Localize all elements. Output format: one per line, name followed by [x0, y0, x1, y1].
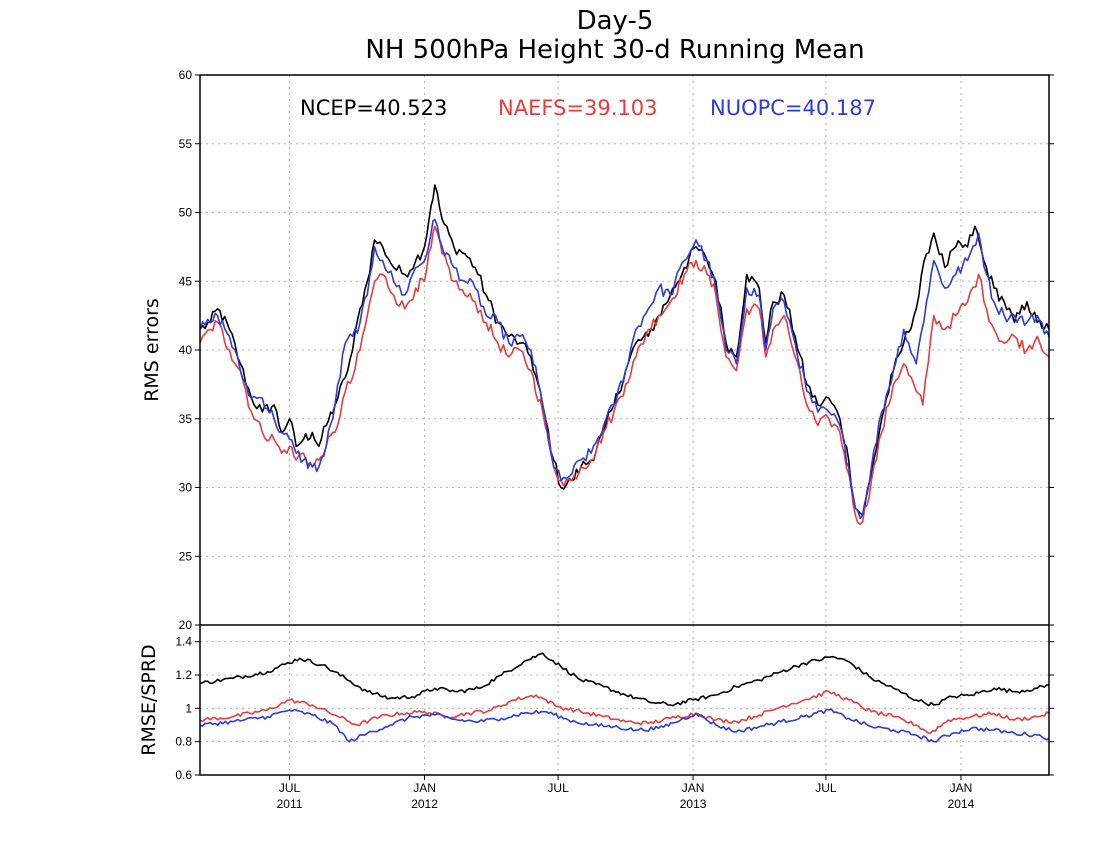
legend-entry-nuopc: NUOPC=40.187 — [710, 96, 876, 120]
ratio-y-tick-label: 1.4 — [175, 635, 192, 649]
x-tick-month: JUL — [815, 781, 837, 795]
ratio-series-lines — [199, 652, 1050, 743]
ratio-y-tick-label: 1.2 — [175, 668, 192, 682]
rms-y-tick-label: 45 — [179, 274, 193, 288]
rms-y-tick-label: 50 — [179, 206, 193, 220]
ratio-y-axis-label: RMSE/SPRD — [138, 644, 160, 755]
rms-series-lines — [199, 184, 1050, 525]
x-tick-year: 2014 — [948, 797, 975, 811]
rms-y-tick-label: 25 — [179, 549, 193, 563]
x-tick-year: 2012 — [411, 797, 438, 811]
x-tick-month: JAN — [413, 781, 436, 795]
legend-entry-ncep: NCEP=40.523 — [300, 96, 447, 120]
ratio-series-nuopc — [199, 708, 1050, 743]
ratio-series-naefs — [199, 689, 1050, 735]
x-tick-month: JUL — [279, 781, 301, 795]
ratio-y-tick-labels: 1.4 1.2 1 0.8 0.6 — [175, 635, 192, 782]
ratio-series-ncep — [199, 652, 1049, 707]
ratio-y-tick-label: 0.6 — [175, 768, 192, 782]
plot-frame — [199, 74, 1050, 776]
rms-series-nuopc — [199, 218, 1050, 520]
rms-series-naefs — [199, 225, 1050, 525]
chart-title: Day-5 — [577, 6, 654, 36]
rms-y-axis-label: RMS errors — [141, 298, 163, 402]
rms-y-tick-label: 40 — [179, 343, 193, 357]
x-tick-month: JAN — [950, 781, 973, 795]
ratio-gridlines — [195, 625, 1054, 776]
rms-y-tick-labels: 60 55 50 45 40 35 30 25 20 — [179, 68, 193, 632]
rms-y-tick-label: 20 — [179, 618, 193, 632]
chart-subtitle: NH 500hPa Height 30-d Running Mean — [365, 35, 864, 65]
rms-gridlines — [195, 74, 1054, 626]
x-tick-labels: JUL 2011 JAN 2012 JUL JAN 2013 JUL JAN 2014 — [277, 775, 975, 811]
x-tick-month: JAN — [682, 781, 705, 795]
x-tick-year: 2013 — [680, 797, 707, 811]
legend-entry-naefs: NAEFS=39.103 — [498, 96, 657, 120]
rms-y-tick-label: 30 — [179, 481, 193, 495]
x-tick-month: JUL — [547, 781, 569, 795]
rms-y-tick-label: 55 — [179, 137, 193, 151]
ratio-y-tick-label: 1 — [185, 701, 192, 715]
x-tick-year: 2011 — [277, 797, 303, 811]
rms-y-tick-label: 60 — [179, 68, 193, 82]
rms-y-tick-label: 35 — [179, 412, 193, 426]
ratio-y-tick-label: 0.8 — [175, 735, 192, 749]
